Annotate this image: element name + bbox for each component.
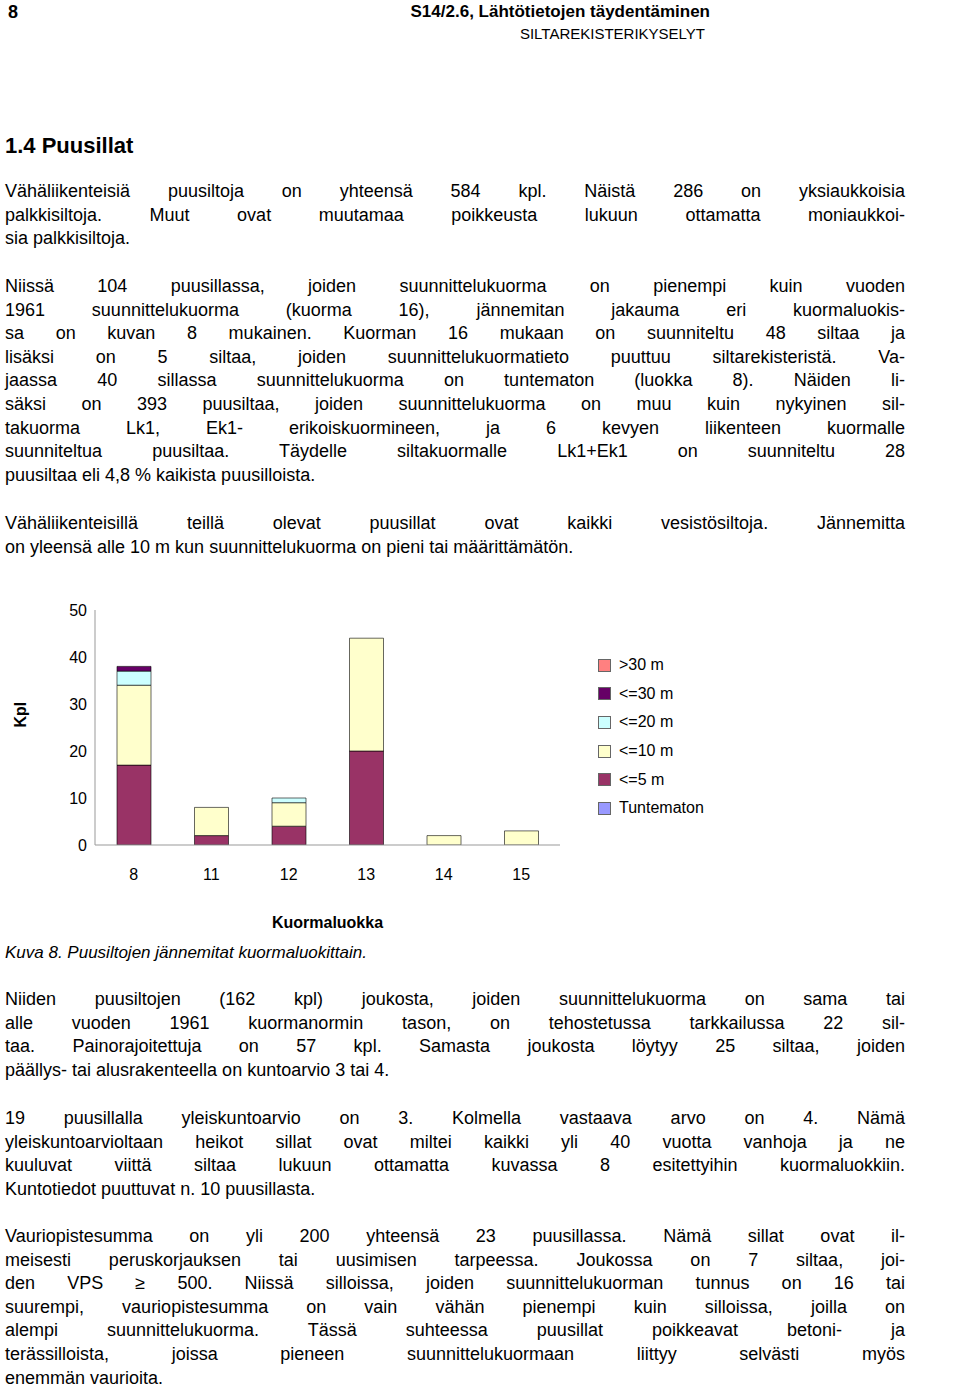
- html-text:SILTAREKISTERIKYSELYT: SILTAREKISTERIKYSELYT: [519, 25, 705, 42]
- svg-text:Kuormaluokka: Kuormaluokka: [272, 914, 383, 930]
- svg-text:8: 8: [129, 866, 138, 883]
- html-text:<=5 m: <=5 m: [619, 770, 665, 788]
- svg-text:50: 50: [69, 602, 87, 619]
- html-text:suurempi, vauriopistesumma on: suurempi, vauriopistesumma on vain vähän…: [5, 1296, 905, 1317]
- html-text:<=30 m: <=30 m: [619, 684, 674, 702]
- html-text:Kuva 8. Puusiltojen jännemitat: Kuva 8. Puusiltojen jännemitat kuormaluo…: [5, 943, 367, 962]
- html-text:yleiskuntoarvioltaan heikot si: yleiskuntoarvioltaan heikot sillat ovat …: [5, 1131, 905, 1152]
- html-text:1961 suunnittelukuorma (kuorma: 1961 suunnittelukuorma (kuorma 16), jänn…: [5, 299, 905, 320]
- html-text:8: 8: [8, 2, 18, 22]
- html-text:päällys- tai alusrakenteella o: päällys- tai alusrakenteella on kuntoarv…: [5, 1059, 390, 1080]
- svg-text:40: 40: [69, 649, 87, 666]
- html-text:taa. Painorajoitettuja on 57 k: taa. Painorajoitettuja on 57 kpl. Samast…: [5, 1036, 905, 1057]
- html-text:meisesti peruskorjauksen tai u: meisesti peruskorjauksen tai uusimisen t…: [5, 1249, 905, 1270]
- svg-text:12: 12: [280, 866, 298, 883]
- html-text:den VPS ≥ 500. Niissä silloiss: den VPS ≥ 500. Niissä silloissa, joiden …: [5, 1273, 905, 1294]
- svg-text:13: 13: [357, 866, 375, 883]
- html-text:Vähäliikenteisiä puusiltoja on: Vähäliikenteisiä puusiltoja on yhteensä …: [5, 181, 905, 201]
- html-text:palkkisiltoja. Muut ovat muuta: palkkisiltoja. Muut ovat muutamaa poikke…: [5, 204, 905, 225]
- html-text:suunniteltua puusiltaa. Täydel: suunniteltua puusiltaa. Täydelle siltaku…: [5, 441, 905, 462]
- html-text:>30 m: >30 m: [619, 656, 664, 674]
- svg-text:0: 0: [78, 837, 87, 854]
- html-text:<=20 m: <=20 m: [619, 713, 674, 731]
- html-text:Kuntotiedot puuttuvat n. 10 pu: Kuntotiedot puuttuvat n. 10 puusillasta.: [5, 1178, 316, 1199]
- svg-text:30: 30: [69, 696, 87, 713]
- html-text:19 puusillalla yleiskuntoarvio: 19 puusillalla yleiskuntoarvio on 3. Kol…: [5, 1108, 905, 1128]
- html-text:S14/2.6, Lähtötietojen täydent: S14/2.6, Lähtötietojen täydentäminen: [410, 2, 710, 21]
- html-text:Vähäliikenteisillä teillä olev: Vähäliikenteisillä teillä olevat puusill…: [5, 513, 905, 533]
- html-text:1.4 Puusillat: 1.4 Puusillat: [5, 133, 134, 158]
- html-text:jaassa 40 sillassa suunnittelu: jaassa 40 sillassa suunnittelukuorma on …: [5, 370, 905, 391]
- svg-text:11: 11: [203, 866, 220, 883]
- svg-text:20: 20: [69, 743, 87, 760]
- html-text:säksi on 393 puusiltaa, joiden: säksi on 393 puusiltaa, joiden suunnitte…: [5, 394, 905, 414]
- html-text:alempi suunnittelukuorma. Täss: alempi suunnittelukuorma. Tässä suhteess…: [5, 1320, 905, 1341]
- html-text:sa on kuvan 8 mukainen. Kuorma: sa on kuvan 8 mukainen. Kuorman 16 mukaa…: [5, 323, 905, 344]
- svg-text:15: 15: [512, 866, 530, 883]
- html-text:takuorma Lk1, Ek1- erikoiskuor: takuorma Lk1, Ek1- erikoiskuormineen, ja…: [5, 417, 905, 438]
- svg-text:10: 10: [69, 790, 87, 807]
- html-text:enemmän vaurioita.: enemmän vaurioita.: [5, 1367, 164, 1388]
- html-text:Tuntematon: Tuntematon: [619, 799, 704, 817]
- html-text:Niiden puusiltojen (162 kpl) j: Niiden puusiltojen (162 kpl) joukosta, j…: [5, 989, 905, 1009]
- html-text:sia palkkisiltoja.: sia palkkisiltoja.: [5, 228, 131, 249]
- html-text:puusiltaa eli 4,8 % kaikista p: puusiltaa eli 4,8 % kaikista puusilloist…: [5, 464, 316, 485]
- html-text:<=10 m: <=10 m: [619, 742, 674, 760]
- html-text:kuuluvat viittä siltaa lukuun: kuuluvat viittä siltaa lukuun ottamatta …: [5, 1155, 905, 1176]
- html-text:alle vuoden 1961 kuormanormin: alle vuoden 1961 kuormanormin tason, on …: [5, 1012, 905, 1033]
- html-text:Niissä 104 puusillassa, joiden: Niissä 104 puusillassa, joiden suunnitte…: [5, 276, 905, 296]
- html-text:Vauriopistesumma on yli 200 yh: Vauriopistesumma on yli 200 yhteensä 23 …: [5, 1226, 905, 1246]
- html-text:terässilloista, joissa pieneen: terässilloista, joissa pieneen suunnitte…: [5, 1344, 905, 1364]
- html-text:on yleensä alle 10 m kun suunn: on yleensä alle 10 m kun suunnittelukuor…: [5, 536, 574, 557]
- svg-text:14: 14: [435, 866, 453, 883]
- html-text:lisäksi on 5 siltaa, joiden su: lisäksi on 5 siltaa, joiden suunnitteluk…: [5, 346, 905, 367]
- svg-text:Kpl: Kpl: [12, 702, 29, 728]
